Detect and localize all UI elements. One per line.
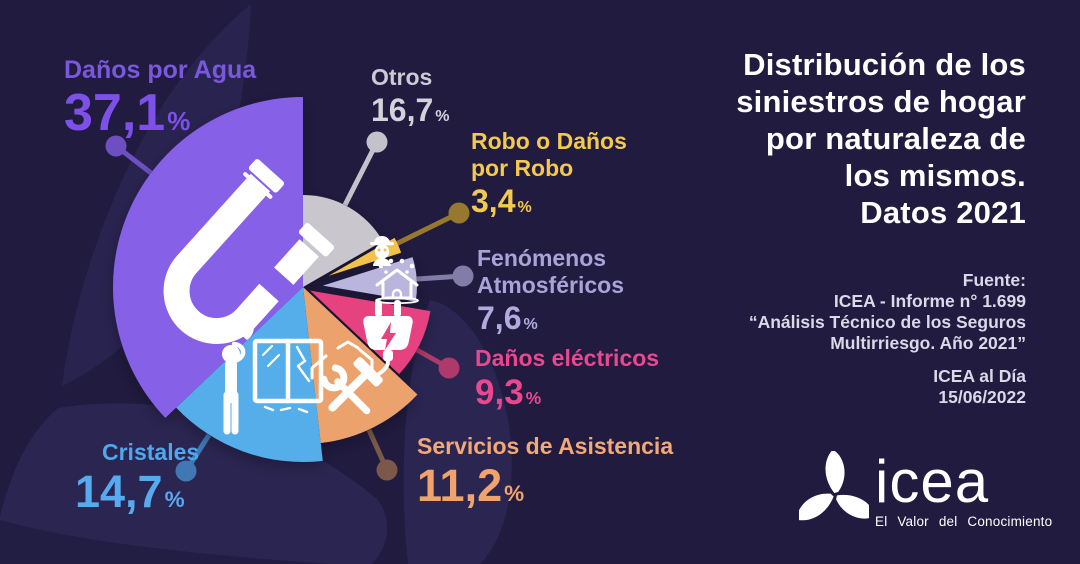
decor-petal-right (403, 300, 512, 564)
leader-line-robo (394, 210, 461, 247)
slice-label-value: 37,1% (64, 84, 191, 142)
icea-pinwheel-icon (799, 451, 869, 521)
slice-label-name: Daños eléctricos (475, 345, 660, 371)
slice-label-value: 3,4% (471, 183, 532, 219)
slice-label-value: 11,2% (417, 460, 525, 511)
slice-cristales (176, 287, 323, 463)
broken-window-person-icon (222, 338, 324, 435)
electric-plug-icon (363, 300, 413, 380)
leader-dot-fenomenos (452, 265, 474, 287)
publication-date: 15/06/2022 (938, 387, 1026, 407)
slice-label-name: Servicios de Asistencia (417, 433, 674, 459)
water-drop (240, 306, 254, 340)
label-servicios-de-asistencia: Servicios de Asistencia 11,2% (417, 433, 673, 509)
slice-icons (163, 159, 419, 435)
title-line: Distribución de los (743, 47, 1026, 82)
leader-dot-servicios (376, 459, 398, 481)
burglar-icon (370, 236, 394, 266)
slice-label-name: Cristales (102, 439, 200, 465)
logo-text: icea El Valor del Conocimiento (875, 448, 1053, 530)
leader-dot-otros (366, 131, 388, 153)
label-cristales: Cristales 14,7% (75, 439, 199, 515)
slice-label-value: 16,7% (371, 92, 450, 128)
slice-label-name: Robo o Daños por Robo (471, 128, 627, 181)
leader-dot-cristales (175, 460, 197, 482)
logo-wordmark: icea (875, 448, 990, 515)
label-robo: Robo o Daños por Robo 3,4% (471, 128, 627, 218)
leader-dot-robo (448, 202, 470, 224)
title-line: los mismos. (844, 158, 1026, 193)
leader-dot-electricos (438, 357, 460, 379)
page-title: Distribución de los siniestros de hogar … (656, 46, 1026, 231)
slice-label-value: 7,6% (477, 300, 538, 336)
leader-line-otros (342, 140, 380, 207)
title-line: siniestros de hogar (736, 84, 1026, 119)
label-danos-por-agua: Daños por Agua 37,1% (64, 57, 256, 140)
leader-dot-agua (105, 135, 127, 157)
source-reference: ICEA - Informe n° 1.699 (833, 291, 1026, 311)
publication-name: ICEA al Día (933, 366, 1026, 386)
repair-tools-icon (310, 340, 383, 415)
icea-logo: icea El Valor del Conocimiento (799, 451, 1052, 533)
spacer (686, 354, 1026, 366)
label-fenomenos-atmosfericos: Fenómenos Atmosféricos 7,6% (477, 245, 624, 335)
slice-label-name: Otros (371, 64, 433, 90)
slice-label-name: Fenómenos Atmosféricos (477, 245, 624, 298)
decor-wave-corner (0, 520, 330, 564)
label-otros: Otros 16,7% (371, 64, 450, 127)
slice-otros (303, 195, 383, 287)
source-reference: Multirriesgo. Año 2021” (830, 333, 1026, 353)
label-danos-electricos: Daños eléctricos 9,3% (475, 345, 659, 411)
slice-label-value: 9,3% (475, 373, 542, 412)
logo-tagline: El Valor del Conocimiento (875, 514, 1053, 529)
house-hail-icon (375, 258, 419, 304)
title-line: por naturaleza de (765, 121, 1026, 156)
leader-lines (105, 131, 474, 482)
title-line: Datos 2021 (860, 195, 1026, 230)
source-reference: “Análisis Técnico de los Seguros (748, 312, 1026, 332)
source-heading: Fuente: (962, 270, 1026, 290)
slice-label-name: Daños por Agua (64, 56, 257, 84)
source-block: Fuente: ICEA - Informe n° 1.699 “Análisi… (686, 270, 1026, 408)
slice-label-value: 14,7% (75, 466, 185, 517)
water-pipe-icon (163, 159, 335, 344)
